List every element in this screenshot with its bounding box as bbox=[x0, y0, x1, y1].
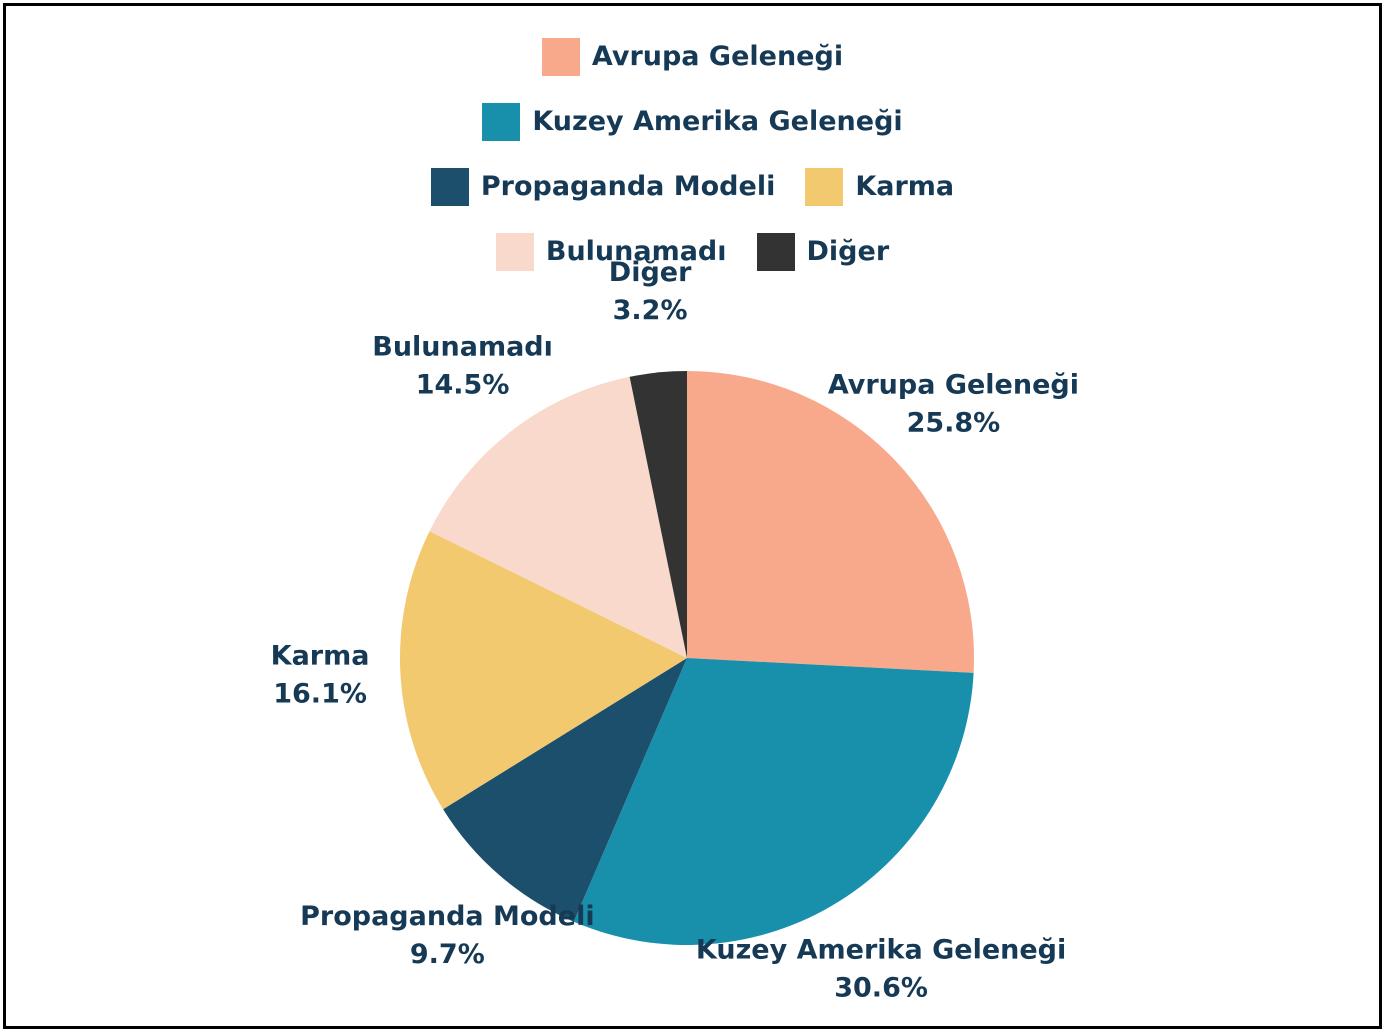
legend-item: Bulunamadı bbox=[495, 232, 727, 271]
legend-swatch bbox=[482, 102, 521, 141]
legend-label: Kuzey Amerika Geleneği bbox=[532, 106, 903, 137]
legend-item: Kuzey Amerika Geleneği bbox=[482, 102, 903, 141]
pie-area: Avrupa Geleneği 25.8% Kuzey Amerika Gelene… bbox=[271, 257, 1079, 1003]
legend-item: Propaganda Modeli bbox=[430, 167, 776, 206]
legend-swatch bbox=[541, 37, 580, 76]
slice-label: Propaganda Modeli bbox=[300, 901, 594, 932]
legend-swatch bbox=[430, 167, 469, 206]
slice-label: Kuzey Amerika Geleneği bbox=[696, 934, 1066, 965]
legend-label: Karma bbox=[855, 171, 955, 202]
legend-item: Karma bbox=[805, 167, 955, 206]
slice-label: Avrupa Geleneği bbox=[828, 370, 1079, 401]
legend-row: Bulunamadı Diğer bbox=[6, 219, 1379, 284]
legend-swatch bbox=[495, 232, 534, 271]
slice-value-label: 16.1% bbox=[273, 678, 367, 709]
slice-value-label: 9.7% bbox=[410, 939, 485, 970]
pie-slice bbox=[400, 531, 687, 810]
legend-swatch bbox=[756, 232, 795, 271]
pie-slice bbox=[687, 371, 974, 673]
legend-label: Bulunamadı bbox=[545, 236, 727, 267]
slice-value-label: 30.6% bbox=[834, 972, 928, 1003]
legend-row: Avrupa Geleneği bbox=[6, 24, 1379, 89]
slice-value-label: 3.2% bbox=[613, 295, 688, 326]
legend-label: Diğer bbox=[806, 236, 890, 267]
legend-label: Avrupa Geleneği bbox=[591, 41, 844, 72]
pie-slice bbox=[629, 371, 687, 658]
legend: Avrupa Geleneği Kuzey Amerika Geleneği Pro… bbox=[6, 24, 1379, 284]
slice-label: Diğer bbox=[609, 257, 692, 288]
legend-item: Diğer bbox=[756, 232, 890, 271]
pie-slice bbox=[573, 658, 974, 945]
legend-row: Kuzey Amerika Geleneği bbox=[6, 89, 1379, 154]
pie-slice bbox=[443, 658, 687, 922]
pie-slice bbox=[429, 376, 687, 658]
legend-swatch bbox=[805, 167, 844, 206]
chart: Avrupa Geleneği Kuzey Amerika Geleneği Pro… bbox=[3, 3, 1382, 1029]
slice-value-label: 14.5% bbox=[416, 370, 510, 401]
legend-row: Propaganda Modeli Karma bbox=[6, 154, 1379, 219]
legend-label: Propaganda Modeli bbox=[480, 171, 776, 202]
slice-label: Karma bbox=[271, 640, 370, 671]
slice-value-label: 25.8% bbox=[907, 408, 1001, 439]
legend-item: Avrupa Geleneği bbox=[541, 37, 844, 76]
slice-label: Bulunamadı bbox=[372, 332, 553, 363]
